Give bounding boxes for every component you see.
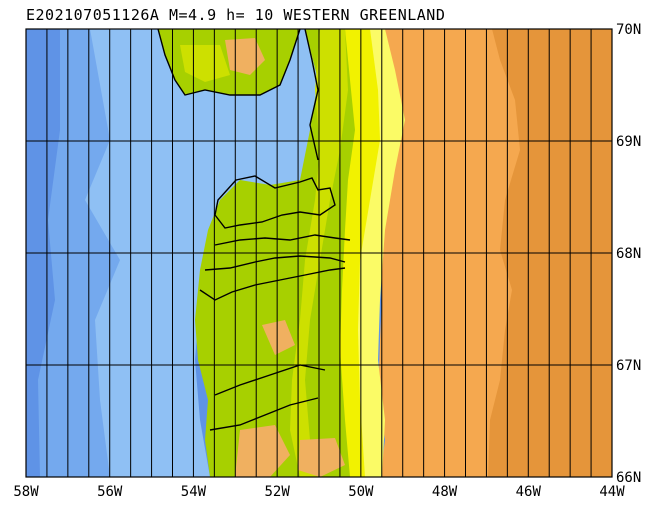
coast-north: [304, 28, 319, 161]
south-tan-2: [298, 438, 345, 477]
fjord-3: [214, 364, 326, 396]
latitude-tick-label: 68N: [616, 246, 641, 262]
longitude-tick-label: 50W: [348, 484, 374, 500]
latitude-tick-label: 69N: [616, 134, 641, 150]
island-light: [180, 45, 230, 82]
longitude-tick-label: 48W: [432, 484, 458, 500]
map-title: E202107051126A M=4.9 h= 10 WESTERN GREEN…: [26, 6, 446, 24]
mid-tan: [262, 320, 295, 355]
map-frame: [25, 28, 613, 478]
latitude-tick-label: 70N: [616, 22, 641, 38]
longitude-tick-label: 58W: [13, 484, 39, 500]
latitude-tick-label: 67N: [616, 358, 641, 374]
longitude-tick-label: 54W: [181, 484, 207, 500]
longitude-tick-label: 56W: [97, 484, 123, 500]
longitude-tick-label: 52W: [264, 484, 290, 500]
south-tan: [235, 425, 290, 477]
longitude-ticks: 58W 56W 54W 52W 50W 48W 46W 44W: [13, 484, 625, 500]
latitude-ticks: 70N 69N 68N 67N 66N: [616, 22, 641, 486]
fjord-4: [209, 397, 319, 431]
fjord-2: [204, 255, 346, 271]
coast-west: [199, 267, 346, 301]
island-outline: [157, 28, 301, 96]
longitude-tick-label: 44W: [599, 484, 625, 500]
longitude-tick-label: 46W: [516, 484, 542, 500]
latitude-tick-label: 66N: [616, 470, 641, 486]
coastline-main: [214, 175, 336, 229]
fjord-1: [214, 234, 351, 246]
coastlines: [157, 28, 351, 431]
